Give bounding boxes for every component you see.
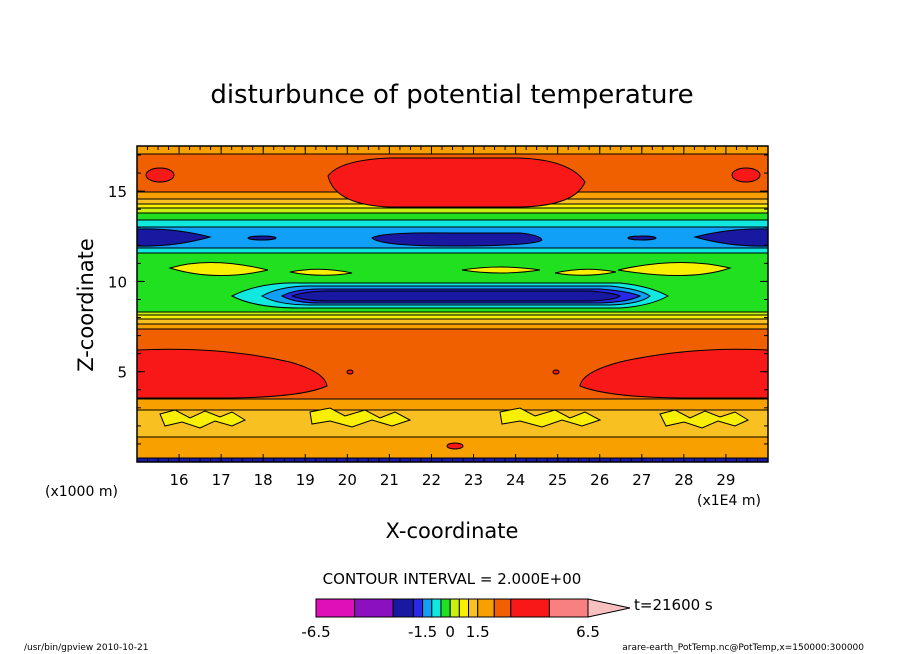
y-tick-label: 15 <box>108 183 127 201</box>
boundary-yellow-3 <box>499 407 602 428</box>
x-axis-label: X-coordinate <box>386 519 519 543</box>
footer-right: arare-earth_PotTemp.nc@PotTemp,x=150000:… <box>622 643 864 653</box>
x-tick-label: 16 <box>170 471 189 489</box>
boundary-yellow-2 <box>309 407 412 428</box>
footer-left: /usr/bin/gpview 2010-10-21 <box>24 643 148 653</box>
lower-red-right <box>579 348 768 399</box>
lower-navy <box>290 290 621 302</box>
colorbar-segment <box>548 598 589 618</box>
colorbar-segment <box>510 598 550 618</box>
colorbar-label: 0 <box>445 623 455 641</box>
colorbar-segment <box>477 598 495 618</box>
colorbar-segment <box>422 598 433 618</box>
x-tick-label: 26 <box>590 471 609 489</box>
colorbar-segment <box>493 598 512 618</box>
colorbar-label: -1.5 <box>408 623 437 641</box>
contour-field <box>137 146 768 462</box>
colorbar-label: -6.5 <box>301 623 330 641</box>
lower-red-left <box>137 348 328 399</box>
colorbar-segment <box>458 598 470 618</box>
contour-interval-text: CONTOUR INTERVAL = 2.000E+00 <box>323 570 582 588</box>
cold-blob-center <box>371 232 543 247</box>
boundary-yellow-1 <box>159 409 247 429</box>
boundary-yellow-4 <box>659 409 750 429</box>
colorbar-label: 6.5 <box>576 623 600 641</box>
x-tick-label: 17 <box>212 471 231 489</box>
yellow-blob-center <box>461 266 541 274</box>
y-tick-label: 5 <box>117 364 127 382</box>
colorbar-segment <box>392 598 414 618</box>
y-unit-note: (x1000 m) <box>45 484 118 500</box>
lower-red-dot <box>346 369 354 375</box>
yellow-blob-left <box>168 261 269 277</box>
colorbar-label: 1.5 <box>466 623 490 641</box>
x-tick-label: 27 <box>632 471 651 489</box>
cold-blob-right <box>693 228 768 247</box>
colorbar-segment <box>468 598 479 618</box>
band-orange-5 <box>137 398 768 412</box>
yellow-bit-1 <box>289 268 353 276</box>
colorbar-segment <box>431 598 442 618</box>
colorbar-segment <box>440 598 451 618</box>
yellow-bit-2 <box>554 268 617 276</box>
x-tick-label: 28 <box>674 471 693 489</box>
x-tick-label: 24 <box>506 471 525 489</box>
yellow-blob-right <box>617 261 732 277</box>
upper-red-right <box>731 167 761 183</box>
x-axis-ticks: 16 17 18 19 20 21 22 23 24 25 26 27 28 29 <box>136 146 769 489</box>
y-axis-ticks: 5 10 15 <box>108 154 768 463</box>
lower-red-dot-2 <box>552 369 560 375</box>
x-tick-label: 29 <box>716 471 735 489</box>
upper-red-left <box>145 167 175 183</box>
boundary-red <box>446 442 464 450</box>
upper-red-core <box>327 157 586 208</box>
x-tick-label: 23 <box>464 471 483 489</box>
colorbar-segment <box>315 598 356 618</box>
y-tick-label: 10 <box>108 273 127 291</box>
cold-blob-left <box>137 228 212 247</box>
x-tick-label: 20 <box>338 471 357 489</box>
x-tick-label: 18 <box>254 471 273 489</box>
time-text: t=21600 s <box>634 596 713 614</box>
colorbar-segment <box>354 598 394 618</box>
colorbar-overflow-triangle <box>587 598 631 618</box>
x-tick-label: 19 <box>296 471 315 489</box>
colorbar-segment <box>449 598 460 618</box>
x-unit-note: (x1E4 m) <box>697 493 761 509</box>
colorbar: -6.5 -1.5 0 1.5 6.5 <box>301 598 631 641</box>
cold-dash-2 <box>627 235 657 241</box>
x-tick-label: 22 <box>422 471 441 489</box>
chart-title: disturbunce of potential temperature <box>210 80 693 110</box>
y-axis-label: Z-coordinate <box>74 238 98 372</box>
cold-dash-1 <box>247 235 277 241</box>
x-tick-label: 25 <box>548 471 567 489</box>
x-tick-label: 21 <box>380 471 399 489</box>
colorbar-segment <box>412 598 424 618</box>
